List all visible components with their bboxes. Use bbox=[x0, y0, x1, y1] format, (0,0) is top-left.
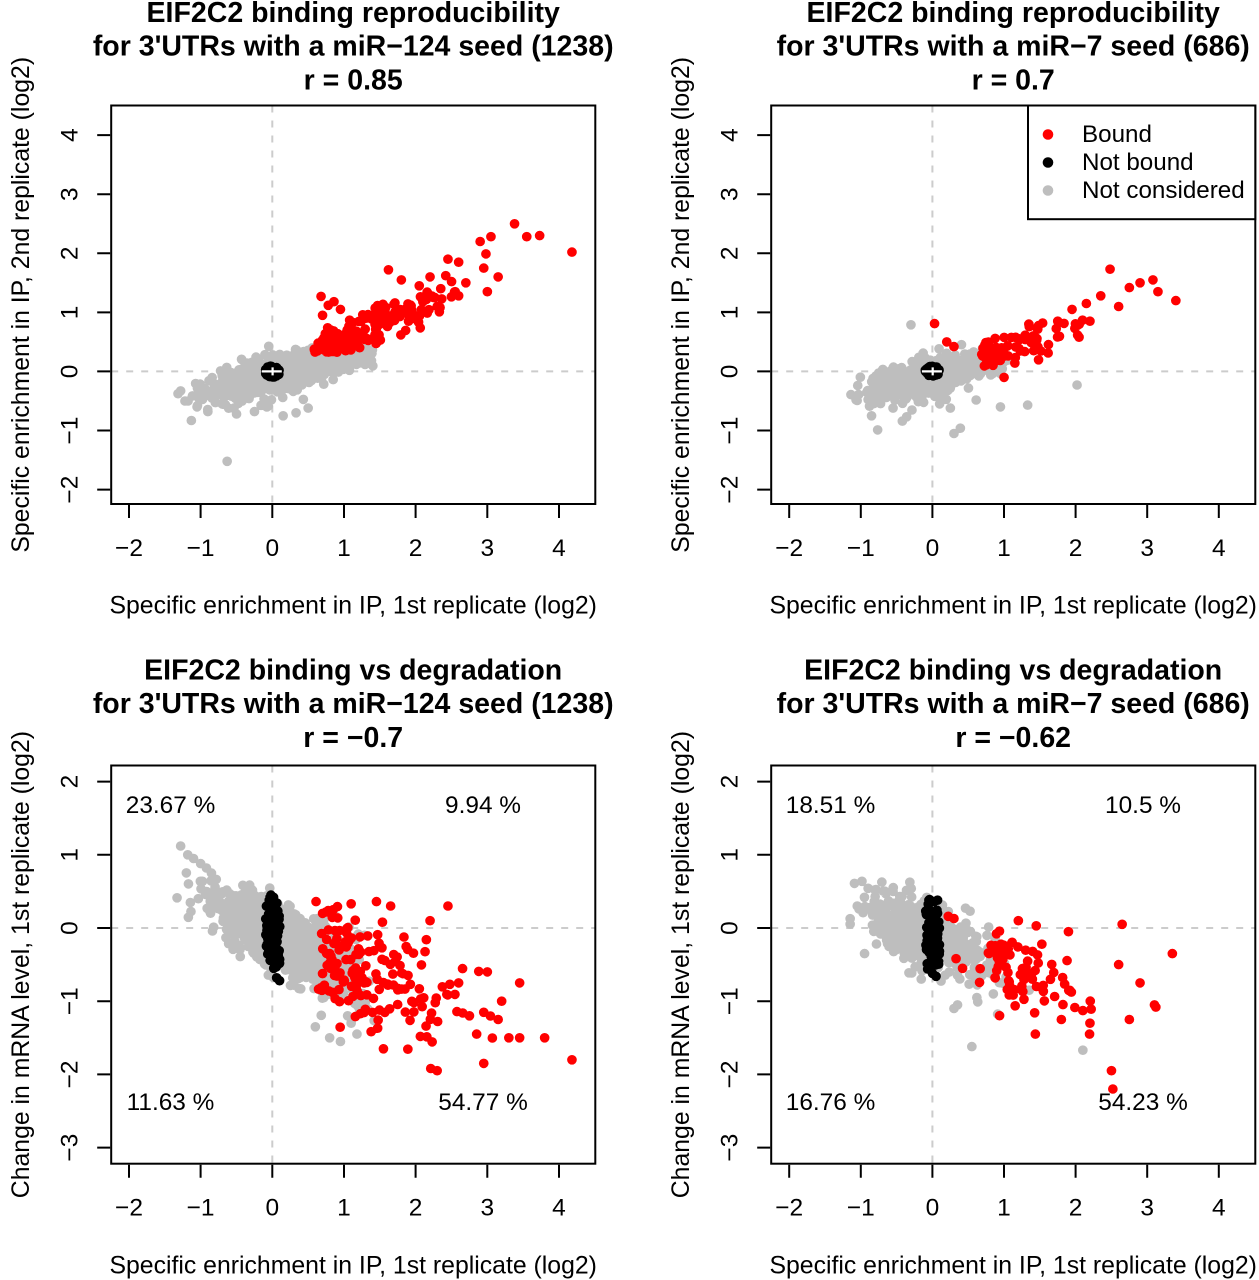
svg-text:54.23 %: 54.23 % bbox=[1098, 1089, 1188, 1116]
svg-text:for 3'UTRs with a miR−7 seed (: for 3'UTRs with a miR−7 seed (686) bbox=[777, 31, 1250, 63]
svg-text:−3: −3 bbox=[57, 1134, 84, 1162]
svg-text:−1: −1 bbox=[717, 987, 744, 1015]
svg-text:2: 2 bbox=[409, 535, 423, 562]
svg-text:EIF2C2 binding reproducibility: EIF2C2 binding reproducibility bbox=[147, 0, 560, 29]
svg-text:for 3'UTRs with a miR−124 seed: for 3'UTRs with a miR−124 seed (1238) bbox=[93, 31, 614, 63]
svg-text:23.67 %: 23.67 % bbox=[126, 792, 216, 819]
svg-text:1: 1 bbox=[997, 1195, 1011, 1222]
svg-text:Specific enrichment in IP, 1st: Specific enrichment in IP, 1st replicate… bbox=[769, 593, 1256, 620]
svg-text:−2: −2 bbox=[115, 1195, 143, 1222]
svg-text:0: 0 bbox=[926, 1195, 940, 1222]
svg-text:−1: −1 bbox=[187, 1195, 215, 1222]
svg-text:18.51 %: 18.51 % bbox=[786, 792, 876, 819]
svg-text:−2: −2 bbox=[717, 476, 744, 504]
svg-text:−2: −2 bbox=[57, 476, 84, 504]
svg-text:1: 1 bbox=[337, 535, 351, 562]
svg-text:10.5 %: 10.5 % bbox=[1105, 792, 1181, 819]
svg-text:2: 2 bbox=[1069, 535, 1083, 562]
svg-text:Change in mRNA level, 1st repl: Change in mRNA level, 1st replicate (log… bbox=[8, 731, 35, 1198]
svg-text:0: 0 bbox=[926, 535, 940, 562]
svg-text:Specific enrichment in IP, 2nd: Specific enrichment in IP, 2nd replicate… bbox=[8, 57, 35, 553]
svg-text:Not bound: Not bound bbox=[1082, 149, 1194, 176]
svg-text:−1: −1 bbox=[187, 535, 215, 562]
svg-text:Specific enrichment in IP, 2nd: Specific enrichment in IP, 2nd replicate… bbox=[668, 57, 695, 553]
svg-text:−2: −2 bbox=[57, 1060, 84, 1088]
svg-text:r = 0.7: r = 0.7 bbox=[972, 64, 1055, 96]
svg-text:9.94 %: 9.94 % bbox=[445, 792, 521, 819]
svg-text:1: 1 bbox=[717, 306, 744, 320]
svg-text:−3: −3 bbox=[717, 1134, 744, 1162]
svg-text:−2: −2 bbox=[775, 535, 803, 562]
svg-text:2: 2 bbox=[717, 246, 744, 260]
svg-text:EIF2C2 binding vs degradation: EIF2C2 binding vs degradation bbox=[804, 655, 1222, 687]
svg-text:3: 3 bbox=[1140, 535, 1154, 562]
svg-text:1: 1 bbox=[57, 306, 84, 320]
svg-text:−1: −1 bbox=[57, 987, 84, 1015]
svg-text:Specific enrichment in IP, 1st: Specific enrichment in IP, 1st replicate… bbox=[109, 1252, 596, 1279]
svg-text:2: 2 bbox=[1069, 1195, 1083, 1222]
svg-text:4: 4 bbox=[1212, 535, 1226, 562]
svg-text:4: 4 bbox=[57, 128, 84, 142]
svg-text:1: 1 bbox=[717, 848, 744, 862]
svg-text:−1: −1 bbox=[57, 417, 84, 445]
svg-text:16.76 %: 16.76 % bbox=[786, 1089, 876, 1116]
svg-text:−2: −2 bbox=[115, 535, 143, 562]
svg-text:r = −0.7: r = −0.7 bbox=[303, 722, 403, 754]
svg-text:Not considered: Not considered bbox=[1082, 177, 1245, 204]
svg-text:11.63 %: 11.63 % bbox=[127, 1089, 215, 1116]
svg-text:4: 4 bbox=[552, 1195, 566, 1222]
svg-text:54.77 %: 54.77 % bbox=[438, 1089, 528, 1116]
svg-text:for 3'UTRs with a miR−7 seed (: for 3'UTRs with a miR−7 seed (686) bbox=[777, 688, 1250, 720]
svg-text:−1: −1 bbox=[847, 535, 875, 562]
svg-text:Change in mRNA level, 1st repl: Change in mRNA level, 1st replicate (log… bbox=[668, 731, 695, 1198]
svg-text:4: 4 bbox=[552, 535, 566, 562]
svg-text:4: 4 bbox=[717, 128, 744, 142]
svg-text:3: 3 bbox=[480, 535, 494, 562]
svg-text:4: 4 bbox=[1212, 1195, 1226, 1222]
svg-text:−2: −2 bbox=[775, 1195, 803, 1222]
svg-text:1: 1 bbox=[57, 848, 84, 862]
svg-text:Specific enrichment in IP, 1st: Specific enrichment in IP, 1st replicate… bbox=[769, 1252, 1256, 1279]
svg-text:0: 0 bbox=[717, 365, 744, 379]
svg-text:0: 0 bbox=[57, 921, 84, 935]
svg-text:3: 3 bbox=[480, 1195, 494, 1222]
svg-text:for 3'UTRs with a miR−124 seed: for 3'UTRs with a miR−124 seed (1238) bbox=[93, 688, 614, 720]
svg-text:2: 2 bbox=[57, 246, 84, 260]
svg-text:EIF2C2 binding vs degradation: EIF2C2 binding vs degradation bbox=[144, 655, 562, 687]
svg-text:−1: −1 bbox=[847, 1195, 875, 1222]
svg-text:−2: −2 bbox=[717, 1060, 744, 1088]
svg-text:0: 0 bbox=[57, 365, 84, 379]
svg-text:2: 2 bbox=[717, 775, 744, 789]
svg-text:2: 2 bbox=[409, 1195, 423, 1222]
svg-text:r = −0.62: r = −0.62 bbox=[955, 722, 1071, 754]
svg-text:Bound: Bound bbox=[1082, 121, 1152, 148]
svg-text:EIF2C2 binding reproducibility: EIF2C2 binding reproducibility bbox=[807, 0, 1220, 29]
svg-text:3: 3 bbox=[57, 187, 84, 201]
svg-text:3: 3 bbox=[717, 187, 744, 201]
svg-text:1: 1 bbox=[337, 1195, 351, 1222]
svg-text:2: 2 bbox=[57, 775, 84, 789]
svg-text:Specific enrichment in IP, 1st: Specific enrichment in IP, 1st replicate… bbox=[109, 593, 596, 620]
svg-text:−1: −1 bbox=[717, 417, 744, 445]
svg-text:r = 0.85: r = 0.85 bbox=[304, 64, 403, 96]
svg-text:0: 0 bbox=[717, 921, 744, 935]
svg-text:0: 0 bbox=[265, 1195, 279, 1222]
svg-text:1: 1 bbox=[997, 535, 1011, 562]
svg-text:3: 3 bbox=[1140, 1195, 1154, 1222]
svg-text:0: 0 bbox=[265, 535, 279, 562]
